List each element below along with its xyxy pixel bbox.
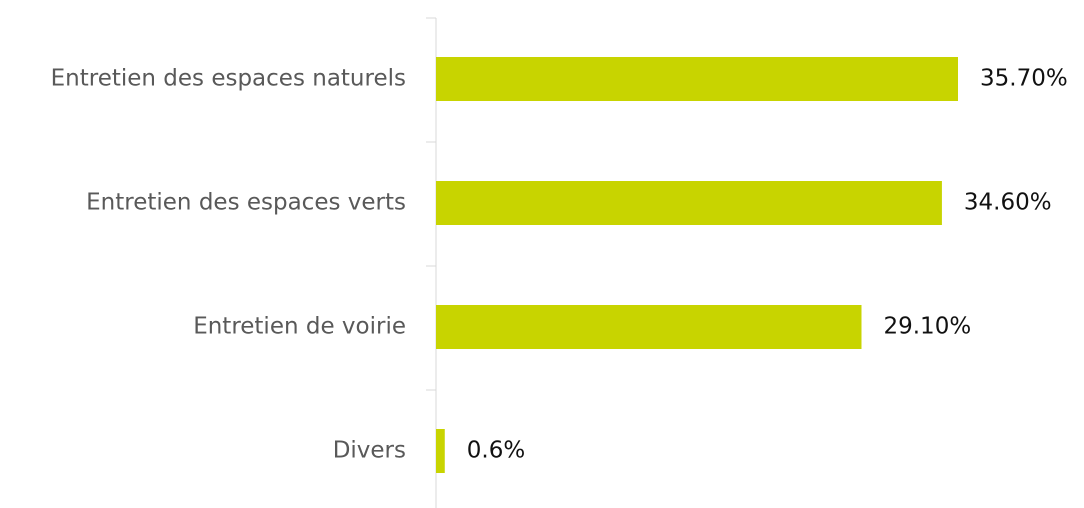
bar [436, 429, 445, 473]
y-tick-label: Entretien de voirie [193, 314, 406, 340]
data-label: 0.6% [467, 438, 525, 464]
data-label: 34.60% [964, 190, 1052, 216]
y-tick-label: Entretien des espaces naturels [51, 66, 406, 92]
bar [436, 57, 958, 101]
data-label: 35.70% [980, 66, 1068, 92]
y-tick-label: Divers [333, 438, 406, 464]
data-label: 29.10% [883, 314, 971, 340]
y-tick-label: Entretien des espaces verts [86, 190, 406, 216]
bar [436, 181, 942, 225]
bar [436, 305, 862, 349]
